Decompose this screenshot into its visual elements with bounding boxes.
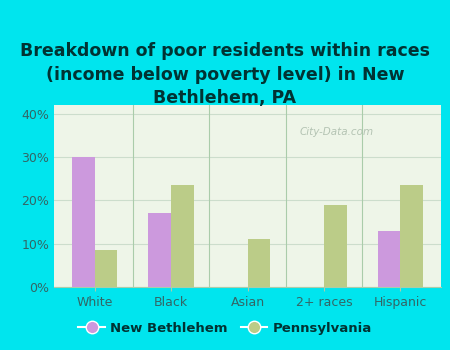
Legend: New Bethlehem, Pennsylvania: New Bethlehem, Pennsylvania	[73, 316, 377, 340]
Bar	[72, 157, 94, 287]
Bar	[248, 239, 270, 287]
Bar	[94, 250, 117, 287]
Text: City-Data.com: City-Data.com	[299, 127, 374, 137]
Bar	[324, 205, 347, 287]
Bar	[148, 214, 171, 287]
Bar	[400, 185, 423, 287]
Bar	[171, 185, 194, 287]
Text: Breakdown of poor residents within races
(income below poverty level) in New
Bet: Breakdown of poor residents within races…	[20, 42, 430, 107]
Bar	[378, 231, 401, 287]
